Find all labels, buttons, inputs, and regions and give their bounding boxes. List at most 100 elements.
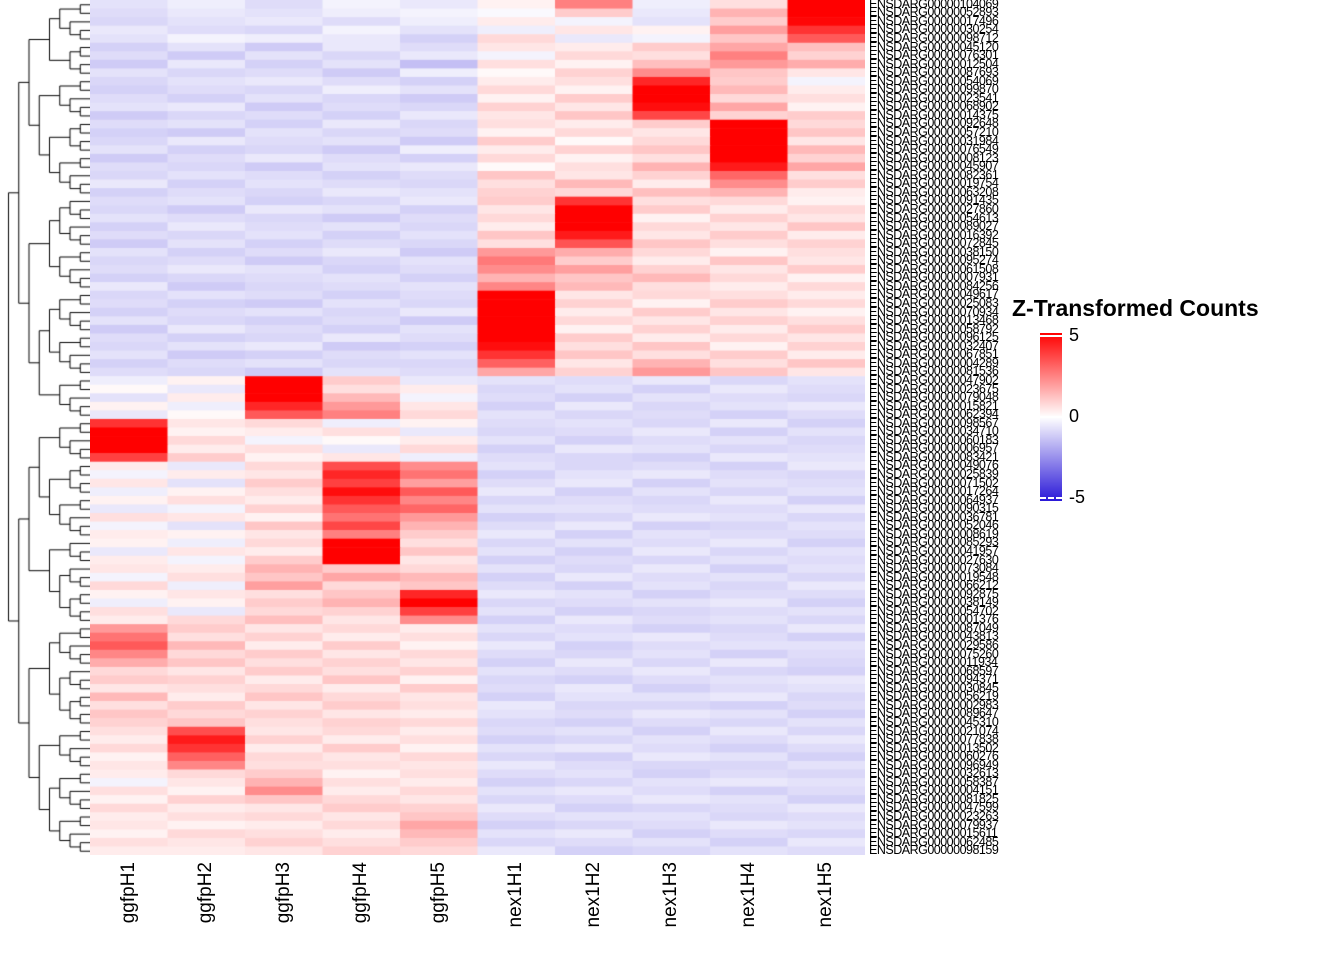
- row-label: ENSDARG00000058792: [869, 321, 999, 336]
- row-label: ENSDARG00000098712: [869, 30, 999, 45]
- row-label: ENSDARG00000056219: [869, 689, 999, 704]
- legend: Z-Transformed Counts 5 0 -5: [1005, 290, 1340, 520]
- row-label: ENSDARG00000062394: [869, 407, 999, 422]
- row-label: ENSDARG00000098567: [869, 415, 999, 430]
- column-label: ggfpH4: [350, 862, 372, 924]
- row-label: ENSDARG00000060183: [869, 432, 999, 447]
- row-label: ENSDARG00000054702: [869, 603, 999, 618]
- legend-tick-label-0: 0: [1069, 406, 1080, 426]
- row-label: ENSDARG00000054613: [869, 210, 999, 225]
- row-label: ENSDARG00000079937: [869, 817, 999, 832]
- row-label: ENSDARG00000089027: [869, 219, 999, 234]
- row-label: ENSDARG00000066212: [869, 578, 999, 593]
- legend-tick-label-5: 5: [1069, 325, 1080, 346]
- row-label: ENSDARG00000047599: [869, 800, 999, 815]
- row-label: ENSDARG00000030845: [869, 680, 999, 695]
- legend-title: Z-Transformed Counts: [1012, 295, 1259, 321]
- row-label: ENSDARG00000023263: [869, 809, 999, 824]
- row-label: ENSDARG00000061508: [869, 261, 999, 276]
- row-label: ENSDARG00000016392: [869, 227, 999, 242]
- row-label: ENSDARG00000062485: [869, 834, 999, 849]
- row-label: ENSDARG00000076549: [869, 142, 999, 157]
- row-label: ENSDARG00000049076: [869, 458, 999, 473]
- column-label: nex1H5: [815, 862, 837, 928]
- row-label: ENSDARG00000047902: [869, 372, 999, 387]
- row-label: ENSDARG00000070934: [869, 304, 999, 319]
- row-label: ENSDARG00000077838: [869, 732, 999, 747]
- row-label: ENSDARG00000001376: [869, 612, 999, 627]
- row-label: ENSDARG00000064937: [869, 492, 999, 507]
- row-label: ENSDARG00000090315: [869, 501, 999, 516]
- row-label: ENSDARG00000008619: [869, 526, 999, 541]
- row-label: ENSDARG00000082361: [869, 167, 999, 182]
- row-label: ENSDARG00000031984: [869, 133, 999, 148]
- row-label: ENSDARG00000023675: [869, 381, 999, 396]
- row-label: ENSDARG00000068597: [869, 663, 999, 678]
- row-label: ENSDARG00000004289: [869, 355, 999, 370]
- row-labels: ENSDARG00000104069 ENSDARG00000052893 ENSD…: [869, 0, 1069, 857]
- column-label: nex1H2: [582, 862, 604, 928]
- row-label: ENSDARG00000099870: [869, 82, 999, 97]
- row-label: ENSDARG00000057210: [869, 125, 999, 140]
- row-label: ENSDARG00000008123: [869, 150, 999, 165]
- heatmap-canvas: [90, 0, 865, 855]
- row-label: ENSDARG00000011934: [869, 655, 998, 670]
- row-label: ENSDARG00000007931: [869, 270, 999, 285]
- row-label: ENSDARG00000052046: [869, 518, 999, 533]
- legend-tick-label-neg5: -5: [1069, 486, 1086, 507]
- row-label: ENSDARG00000002983: [869, 697, 999, 712]
- row-label: ENSDARG00000021074: [869, 723, 999, 738]
- column-label: ggfpH5: [427, 862, 449, 924]
- column-label: ggfpH3: [272, 862, 294, 924]
- row-label: ENSDARG00000087049: [869, 620, 999, 635]
- row-label: ENSDARG00000017264: [869, 484, 999, 499]
- column-label: nex1H4: [737, 862, 759, 928]
- row-label: ENSDARG00000073084: [869, 561, 999, 576]
- row-label: ENSDARG00000045310: [869, 714, 999, 729]
- row-label: ENSDARG00000013502: [869, 740, 999, 755]
- row-label: ENSDARG00000083421: [869, 449, 999, 464]
- row-label: ENSDARG00000087693: [869, 65, 999, 80]
- row-label: ENSDARG00000019754: [869, 176, 999, 191]
- row-label: ENSDARG00000038149: [869, 595, 999, 610]
- row-label: ENSDARG00000032613: [869, 766, 999, 781]
- row-label: ENSDARG00000081536: [869, 364, 999, 379]
- row-label: ENSDARG00000015611: [869, 826, 998, 841]
- row-label: ENSDARG00000045907: [869, 159, 999, 174]
- row-label: ENSDARG00000036781: [869, 509, 999, 524]
- row-label: ENSDARG00000063208: [869, 184, 999, 199]
- row-label: ENSDARG00000030254: [869, 22, 999, 37]
- row-label: ENSDARG00000075260: [869, 646, 999, 661]
- row-dendrogram: [0, 0, 90, 855]
- row-label: ENSDARG00000006957: [869, 441, 999, 456]
- row-label: ENSDARG00000096949: [869, 757, 999, 772]
- row-label: ENSDARG00000071502: [869, 475, 999, 490]
- row-label: ENSDARG00000013468: [869, 313, 999, 328]
- row-label: ENSDARG00000015821: [869, 398, 999, 413]
- row-label: ENSDARG00000067851: [869, 347, 999, 362]
- row-label: ENSDARG00000104069: [869, 0, 999, 11]
- row-label: ENSDARG00000076301: [869, 48, 999, 63]
- row-label: ENSDARG00000032407: [869, 338, 999, 353]
- row-label: ENSDARG00000084256: [869, 278, 999, 293]
- row-label: ENSDARG00000027630: [869, 552, 999, 567]
- legend-tick-mark-0: [1040, 416, 1062, 418]
- column-label: nex1H1: [505, 862, 527, 928]
- row-label: ENSDARG00000089647: [869, 706, 999, 721]
- row-label: ENSDARG00000038150: [869, 244, 999, 259]
- row-label: ENSDARG00000085293: [869, 535, 999, 550]
- legend-colorbar: [1040, 333, 1062, 501]
- row-label: ENSDARG00000068902: [869, 99, 999, 114]
- row-label: ENSDARG00000091435: [869, 193, 999, 208]
- row-label: ENSDARG00000034710: [869, 424, 999, 439]
- row-label: ENSDARG00000052893: [869, 5, 999, 20]
- column-label: ggfpH1: [117, 862, 139, 924]
- row-label: ENSDARG00000041957: [869, 543, 999, 558]
- row-label: ENSDARG00000049617: [869, 287, 999, 302]
- row-label: ENSDARG00000094371: [869, 672, 999, 687]
- row-label: ENSDARG00000025839: [869, 467, 999, 482]
- row-label: ENSDARG00000017496: [869, 13, 999, 28]
- row-label: ENSDARG00000079048: [869, 390, 999, 405]
- legend-tick-mark-5: [1040, 335, 1062, 338]
